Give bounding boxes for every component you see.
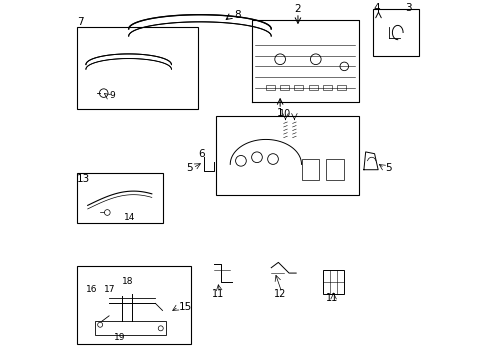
Text: 19: 19: [114, 333, 126, 342]
Bar: [294, 85, 303, 90]
Text: 10: 10: [279, 109, 291, 120]
Bar: [336, 85, 346, 90]
Text: 11: 11: [211, 289, 224, 300]
Text: 5: 5: [186, 163, 192, 173]
Text: 3: 3: [404, 3, 411, 13]
Bar: [308, 85, 317, 90]
Text: 8: 8: [234, 10, 240, 20]
Bar: [77, 27, 198, 109]
Text: 11: 11: [325, 293, 337, 303]
Bar: [95, 321, 166, 336]
Text: 1: 1: [276, 108, 283, 118]
Text: 6: 6: [198, 149, 205, 159]
Bar: [372, 9, 418, 56]
Bar: [280, 85, 288, 90]
Text: 2: 2: [294, 4, 301, 14]
Text: 9: 9: [109, 91, 115, 100]
Text: 17: 17: [103, 285, 115, 294]
Text: 13: 13: [77, 174, 90, 184]
Text: 4: 4: [372, 3, 379, 13]
Bar: [216, 116, 358, 195]
Text: 15: 15: [178, 302, 191, 312]
Text: 16: 16: [86, 285, 97, 294]
Bar: [322, 270, 344, 294]
Bar: [77, 266, 191, 345]
Text: 12: 12: [273, 289, 286, 300]
Bar: [77, 173, 162, 223]
Bar: [326, 159, 344, 180]
Text: 18: 18: [122, 278, 133, 287]
Text: 7: 7: [77, 17, 83, 27]
Text: 14: 14: [124, 213, 136, 222]
Bar: [322, 85, 331, 90]
Text: 5: 5: [385, 163, 391, 173]
Bar: [265, 85, 274, 90]
Bar: [301, 159, 319, 180]
